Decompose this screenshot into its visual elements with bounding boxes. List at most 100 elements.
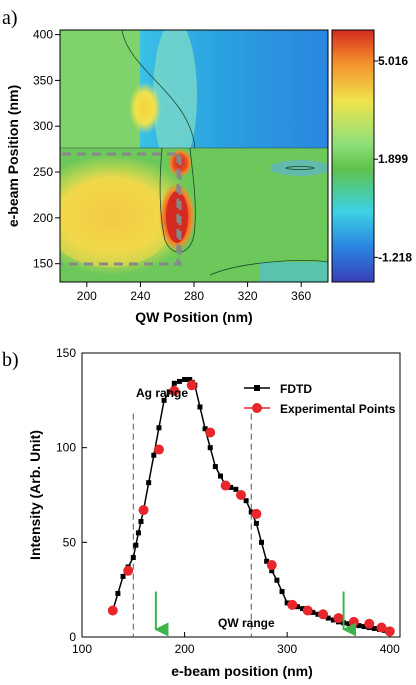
- experimental-point: [364, 618, 375, 629]
- heatmap-lower-yellow-region: [60, 183, 172, 267]
- fdtd-point: [120, 573, 126, 579]
- line-y-tick-label: 100: [56, 441, 76, 455]
- ag-range-annotation: Ag range: [136, 386, 188, 400]
- fdtd-point: [184, 377, 190, 383]
- fdtd-point: [182, 377, 188, 383]
- fdtd-point: [269, 568, 275, 574]
- heatmap-x-tick-label: 360: [291, 289, 311, 303]
- line-x-tick-label: 400: [380, 642, 400, 656]
- line-x-axis-title: e-beam position (nm): [171, 663, 313, 679]
- fdtd-point: [310, 609, 316, 615]
- panel-a-label: a): [2, 7, 18, 29]
- heatmap-x-axis-title: QW Position (nm): [135, 309, 252, 325]
- experimental-point: [220, 480, 231, 491]
- colorbar-tick-label: 1.899: [378, 152, 408, 166]
- experimental-point: [123, 565, 134, 576]
- fdtd-point: [171, 380, 177, 386]
- fdtd-point: [274, 577, 280, 583]
- heatmap-contour: [285, 166, 315, 170]
- legend-fdtd-label: FDTD: [280, 382, 312, 396]
- line-x-tick-label: 200: [175, 642, 195, 656]
- fdtd-point: [187, 377, 193, 383]
- heatmap-y-axis-title: e-beam Position (nm): [5, 85, 21, 227]
- heatmap-contour: [121, 30, 196, 149]
- qw-range-annotation: QW range: [218, 616, 275, 630]
- legend-exp-marker: [252, 403, 262, 413]
- fdtd-point: [243, 498, 249, 504]
- experimental-point: [169, 385, 180, 396]
- fdtd-point: [202, 426, 208, 432]
- fdtd-point: [259, 539, 265, 545]
- line-y-axis-title: Intensity (Arb. Unit): [27, 430, 43, 560]
- heatmap-y-tick-label: 150: [33, 257, 53, 271]
- fdtd-point: [138, 519, 144, 525]
- line-chart-axes: 100 200 300 400 0 50 100 150: [56, 346, 400, 656]
- experimental-point: [287, 599, 298, 610]
- dashed-range-box: [62, 152, 182, 266]
- experimental-point: [318, 609, 329, 620]
- fdtd-point: [300, 606, 306, 612]
- experimental-point: [251, 508, 262, 519]
- fdtd-point: [176, 378, 182, 384]
- fdtd-point: [130, 554, 136, 560]
- heatmap-upper-cyan-band: [153, 30, 197, 170]
- fdtd-point: [371, 625, 377, 631]
- experimental-point: [302, 605, 313, 616]
- line-x-tick-label: 100: [72, 642, 92, 656]
- heatmap-upper-yellow-spot: [129, 82, 161, 134]
- colorbar-tick-label: -1.218: [378, 250, 412, 264]
- heatmap-y-tick-label: 300: [33, 119, 53, 133]
- fdtd-point: [315, 611, 321, 617]
- heatmap-x-tick-label: 320: [238, 289, 258, 303]
- line-chart-series: [107, 377, 395, 637]
- fdtd-point: [151, 452, 157, 458]
- fdtd-point: [253, 520, 259, 526]
- fdtd-point: [166, 389, 172, 395]
- fdtd-point: [294, 604, 300, 610]
- experimental-point: [266, 560, 277, 571]
- fdtd-point: [356, 623, 362, 629]
- line-x-tick-label: 300: [277, 642, 297, 656]
- experimental-point: [186, 380, 197, 391]
- line-y-tick-label: 50: [63, 535, 77, 549]
- fdtd-point: [133, 542, 139, 548]
- fdtd-point: [284, 600, 290, 606]
- experimental-point: [348, 616, 359, 627]
- fdtd-point: [217, 473, 223, 479]
- legend: FDTD Experimental Points: [244, 382, 396, 416]
- fdtd-point: [279, 589, 285, 595]
- green-arrows: [154, 591, 357, 637]
- experimental-point: [138, 505, 149, 516]
- heatmap-x-tick-label: 240: [130, 289, 150, 303]
- plot-frame: [81, 352, 401, 638]
- heatmap-right-blue-spot: [270, 160, 328, 176]
- experimental-point: [333, 613, 344, 624]
- fdtd-point: [248, 509, 254, 515]
- fdtd-point: [264, 558, 270, 564]
- heatmap-contour: [209, 260, 328, 276]
- heatmap-y-tick-label: 200: [33, 211, 53, 225]
- experimental-point: [376, 622, 387, 633]
- fdtd-point: [156, 425, 162, 431]
- heatmap-upper-left-green: [60, 30, 140, 148]
- fdtd-point: [212, 464, 218, 470]
- range-dashed-lines: [132, 413, 252, 637]
- experimental-point: [384, 626, 395, 637]
- fdtd-point: [135, 530, 141, 536]
- fdtd-point: [161, 397, 167, 403]
- experimental-point: [236, 490, 246, 500]
- line-y-tick-label: 0: [69, 630, 76, 644]
- fdtd-point: [207, 445, 213, 451]
- fdtd-point: [146, 480, 152, 486]
- experimental-point: [205, 427, 216, 438]
- colorbar-tick-label: 5.016: [378, 54, 408, 68]
- panel-b-label: b): [2, 349, 19, 371]
- line-y-tick-label: 150: [56, 346, 76, 360]
- heatmap-y-tick-label: 250: [33, 165, 53, 179]
- heatmap-y-tick-label: 350: [33, 73, 53, 87]
- fdtd-point: [233, 486, 239, 492]
- fdtd-point: [115, 590, 121, 596]
- fdtd-point: [361, 624, 367, 630]
- experimental-point: [107, 605, 118, 616]
